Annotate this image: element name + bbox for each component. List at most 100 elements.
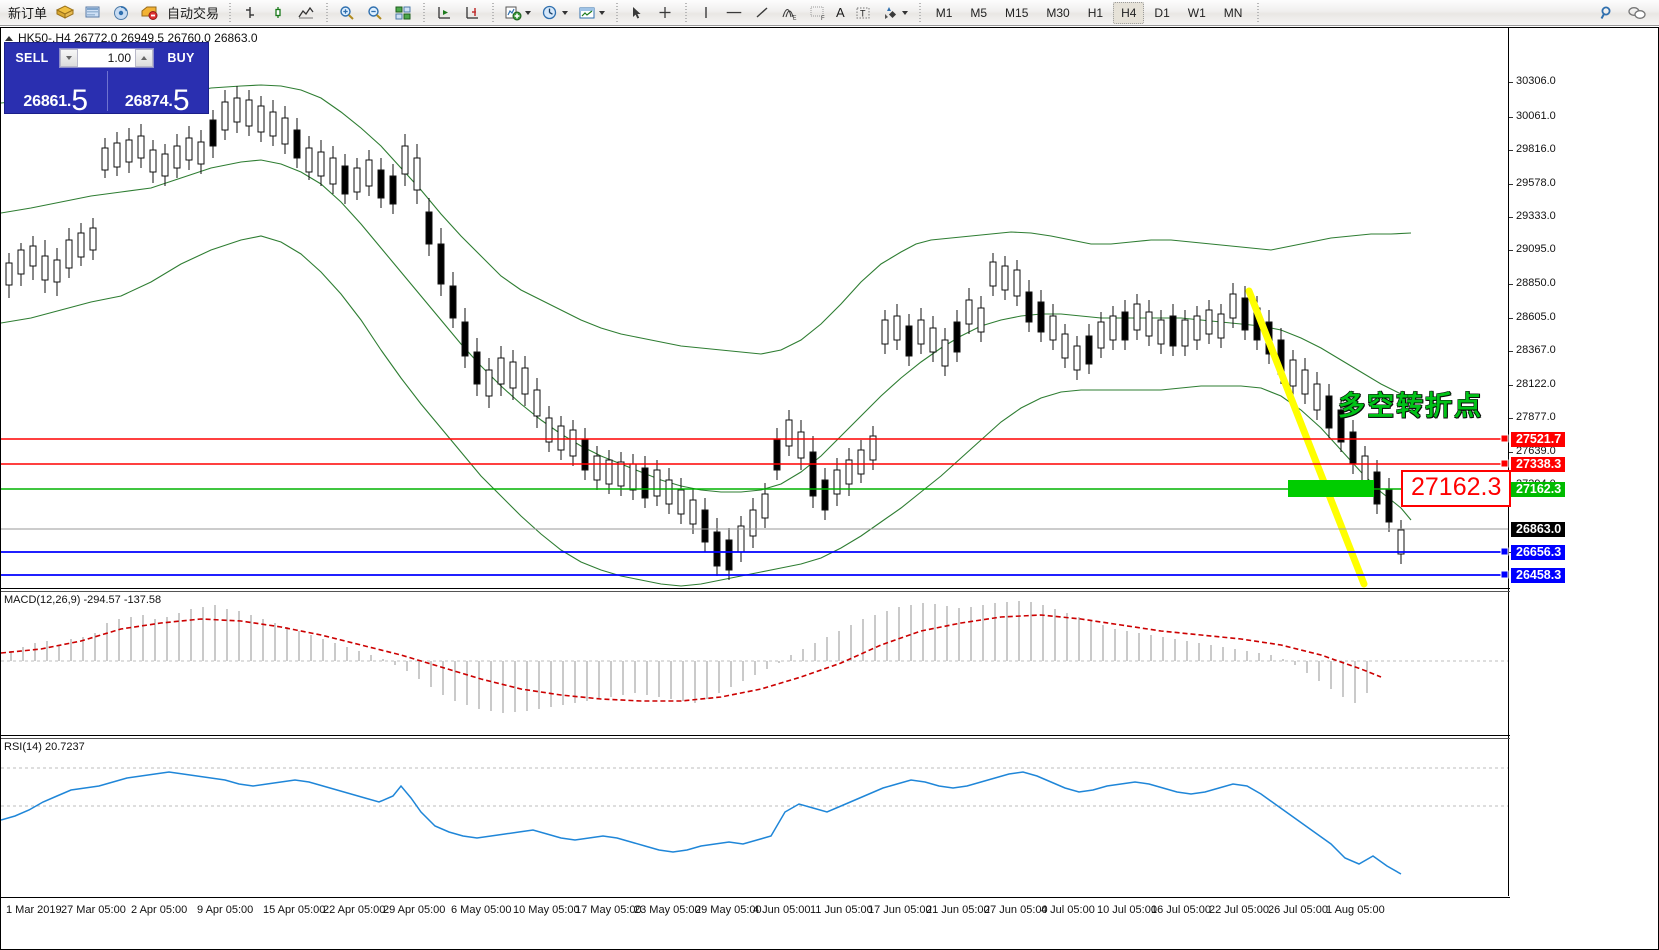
- navigator-icon[interactable]: [107, 1, 135, 25]
- cursor-icon[interactable]: [623, 1, 651, 25]
- time-tick: 22 Jul 05:00: [1209, 904, 1269, 916]
- chevron-down-icon[interactable]: [560, 3, 569, 23]
- zoom-in-icon[interactable]: [333, 1, 361, 25]
- level-label-pivot-1[interactable]: 26656.3: [1511, 545, 1566, 560]
- trendline-icon[interactable]: [748, 1, 776, 25]
- period-icon[interactable]: [536, 1, 573, 25]
- crosshair-icon[interactable]: [651, 1, 679, 25]
- autotrading-icon[interactable]: [135, 1, 163, 25]
- time-tick: 4 Jul 05:00: [1041, 904, 1095, 916]
- toolbar-separator: [682, 2, 690, 23]
- bar-chart-icon[interactable]: [236, 1, 264, 25]
- line-chart-icon[interactable]: [292, 1, 320, 25]
- level-label-resistance-2[interactable]: 27338.3: [1511, 457, 1566, 472]
- time-axis[interactable]: 1 Mar 2019 27 Mar 05:00 2 Apr 05:00 9 Ap…: [1, 897, 1510, 949]
- timeframe-m30[interactable]: M30: [1046, 5, 1070, 20]
- level-label-pivot-2[interactable]: 26458.3: [1511, 568, 1566, 583]
- chevron-down-icon[interactable]: [597, 3, 606, 23]
- level-label-support[interactable]: 27162.3: [1511, 482, 1566, 497]
- rsi-window-divider-2: [1, 738, 1510, 739]
- new-order-label: 新订单: [8, 6, 48, 21]
- toolbar-separator: [1254, 2, 1262, 23]
- auto-trading-label: 自动交易: [167, 6, 220, 21]
- level-label-resistance-1[interactable]: 27521.7: [1511, 432, 1566, 447]
- svg-text:E: E: [793, 15, 797, 21]
- shift-end-icon[interactable]: [430, 1, 458, 25]
- buy-price-integer: 26874: [124, 93, 169, 110]
- symbol-header: HK50-,H4 26772.0 26949.5 26760.0 26863.0: [5, 31, 258, 45]
- rsi-chart-svg: [1, 767, 1510, 875]
- sell-price-fraction: 5: [71, 84, 89, 117]
- candlestick-chart-icon[interactable]: [264, 1, 292, 25]
- time-tick: 11 Jun 05:00: [810, 904, 873, 916]
- buy-price-fraction: 5: [172, 84, 190, 117]
- vertical-line-icon[interactable]: [692, 1, 720, 25]
- macd-window-divider: [1, 588, 1510, 589]
- book-icon[interactable]: [51, 1, 79, 25]
- fibonacci-icon[interactable]: E: [776, 1, 804, 25]
- macd-signal-line: [1, 614, 1382, 702]
- timeframe-mn[interactable]: MN: [1223, 5, 1243, 20]
- sell-price-integer: 26861: [23, 93, 67, 110]
- sell-price-button[interactable]: 26861 . 5: [5, 69, 107, 117]
- time-tick: 1 Mar 2019: [6, 904, 62, 916]
- time-tick: 23 May 05:00: [634, 904, 701, 916]
- auto-scroll-icon[interactable]: [458, 1, 486, 25]
- timeframe-h4[interactable]: H4: [1113, 1, 1145, 24]
- time-tick: 10 May 05:00: [513, 904, 580, 916]
- indicators-icon[interactable]: [499, 1, 536, 25]
- buy-button-label[interactable]: BUY: [167, 50, 195, 65]
- one-click-trading-panel[interactable]: SELL 1.00 BUY 26861 . 5 26874: [4, 42, 209, 117]
- chevron-down-icon[interactable]: [523, 3, 532, 23]
- macd-histogram: [10, 601, 1368, 713]
- timeframe-h1[interactable]: H1: [1087, 5, 1104, 20]
- toolbar-separator: [226, 2, 234, 23]
- search-icon[interactable]: [1597, 3, 1617, 23]
- shapes-icon[interactable]: [877, 1, 914, 25]
- volume-increment-icon[interactable]: [135, 48, 153, 67]
- channel-icon[interactable]: F: [804, 1, 832, 25]
- timeframe-m5[interactable]: M5: [970, 5, 988, 20]
- bollinger-upper-band: [1, 84, 1412, 355]
- horizontal-line-icon[interactable]: [720, 1, 748, 25]
- symbol-header-text: HK50-,H4 26772.0 26949.5 26760.0 26863.0: [18, 31, 258, 45]
- zoom-out-icon[interactable]: [361, 1, 389, 25]
- bollinger-middle-band: [1, 159, 1412, 493]
- auto-trading-button[interactable]: 自动交易: [163, 1, 223, 25]
- chevron-down-icon[interactable]: [901, 3, 910, 23]
- chat-icon[interactable]: [1627, 3, 1647, 23]
- timeframe-w1[interactable]: W1: [1187, 5, 1206, 20]
- templates-icon[interactable]: [573, 1, 610, 25]
- volume-input[interactable]: 1.00: [107, 50, 131, 65]
- buy-price-separator: .: [168, 93, 173, 110]
- sell-button-label[interactable]: SELL: [15, 50, 49, 65]
- toolbar-separator: [613, 2, 621, 23]
- volume-decrement-icon[interactable]: [60, 48, 78, 67]
- terminal-icon[interactable]: [79, 1, 107, 25]
- toolbar-separator: [489, 2, 497, 23]
- time-tick: 1 Aug 05:00: [1326, 904, 1385, 916]
- chart-canvas[interactable]: 多空转折点 27162.3 MACD(12,26,9) -294.57 -137…: [1, 28, 1658, 949]
- timeframe-d1[interactable]: D1: [1154, 5, 1170, 20]
- chart-window[interactable]: 多空转折点 27162.3 MACD(12,26,9) -294.57 -137…: [0, 27, 1659, 950]
- tile-windows-icon[interactable]: [389, 1, 417, 25]
- text-label-icon[interactable]: T: [849, 1, 877, 25]
- time-tick: 21 Jun 05:00: [926, 904, 990, 916]
- toolbar-separator: [323, 2, 331, 23]
- text-icon[interactable]: A: [836, 5, 845, 20]
- new-order-button[interactable]: 新订单: [4, 1, 51, 25]
- toolbar-separator: [420, 2, 428, 23]
- timeframe-m1[interactable]: M1: [935, 5, 953, 20]
- time-tick: 16 Jul 05:00: [1151, 904, 1211, 916]
- price-scale[interactable]: 30306.0 30061.0 29816.0 29578.0 29333.0 …: [1508, 28, 1658, 896]
- time-tick: 29 May 05:00: [695, 904, 762, 916]
- timeframe-m15[interactable]: M15: [1005, 5, 1029, 20]
- volume-stepper[interactable]: 1.00: [59, 47, 154, 68]
- time-tick: 6 May 05:00: [451, 904, 512, 916]
- macd-label: MACD(12,26,9) -294.57 -137.58: [4, 594, 162, 606]
- time-tick: 22 Apr 05:00: [323, 904, 386, 916]
- level-label-last-price[interactable]: 26863.0: [1511, 522, 1566, 537]
- collapse-icon[interactable]: [5, 35, 13, 41]
- buy-price-button[interactable]: 26874 . 5: [106, 69, 209, 117]
